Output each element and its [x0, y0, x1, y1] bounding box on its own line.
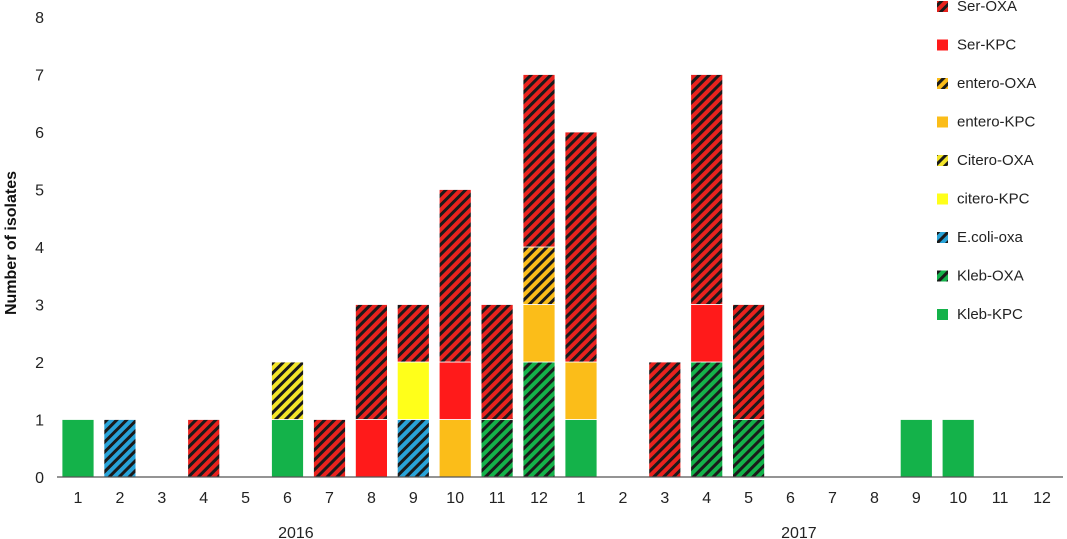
x-tick-label: 4: [199, 490, 208, 507]
x-tick-label: 3: [157, 490, 166, 507]
x-tick-label: 11: [489, 490, 506, 507]
bar-segment-kleb-oxa: [480, 419, 514, 478]
legend-label-kleb-kpc: Kleb-KPC: [957, 306, 1023, 323]
x-tick-label: 5: [241, 490, 250, 507]
legend-swatch-citero-oxa: [937, 155, 948, 166]
bar-segment-entero-kpc: [438, 419, 472, 478]
bar-segment-ser-oxa: [396, 304, 430, 363]
bar-segment-kleb-oxa: [732, 419, 765, 478]
legend-swatch-kleb-oxa: [937, 270, 948, 282]
bar-segment-ser-oxa: [187, 419, 221, 478]
x-tick-label: 2: [115, 490, 124, 507]
bar-segment-ser-kpc: [354, 419, 388, 478]
legend-label-ser-kpc: Ser-KPC: [957, 37, 1016, 54]
bar-segment-e-coli-oxa: [103, 419, 137, 478]
x-tick-label: 1: [74, 490, 83, 507]
legend-label-citero-kpc: citero-KPC: [957, 191, 1030, 208]
x-tick-label: 4: [702, 490, 711, 507]
bar-segment-ser-kpc: [438, 361, 472, 420]
x-tick-label: 8: [367, 490, 376, 507]
x-tick-label: 6: [786, 490, 795, 507]
x-tick-label: 10: [949, 490, 967, 507]
bar-segment-ser-oxa: [690, 74, 724, 305]
bar-segment-e-coli-oxa: [396, 419, 430, 478]
x-tick-label: 11: [992, 490, 1009, 507]
x-tick-label: 6: [283, 490, 292, 507]
y-tick-label: 5: [35, 183, 44, 200]
x-tick-label: 9: [912, 490, 921, 507]
x-tick-label: 5: [744, 490, 753, 507]
y-tick-label: 6: [35, 125, 44, 142]
bar-segment-kleb-kpc: [271, 419, 304, 478]
bar-segment-ser-oxa: [564, 131, 598, 363]
bar-segment-citero-kpc: [396, 361, 430, 420]
x-tick-label: 2: [618, 490, 627, 507]
legend-label-e-coli-oxa: E.coli-oxa: [957, 229, 1024, 246]
y-tick-label: 8: [35, 10, 44, 27]
x-tick-label: 10: [446, 490, 464, 507]
y-axis-label: Number of isolates: [3, 171, 20, 315]
legend-swatch-citero-kpc: [937, 193, 948, 205]
y-tick-label: 0: [35, 470, 44, 487]
bar-segment-kleb-oxa: [522, 361, 556, 478]
bar-segment-ser-oxa: [732, 304, 765, 420]
bar-segment-ser-kpc: [690, 304, 724, 363]
bar-segment-ser-oxa: [354, 304, 388, 420]
bar-segment-entero-kpc: [564, 361, 598, 420]
bar-segment-kleb-kpc: [899, 419, 933, 478]
bar-segment-kleb-kpc: [61, 419, 95, 478]
x-tick-label: 12: [530, 490, 548, 507]
y-tick-label: 4: [35, 240, 44, 257]
y-tick-label: 7: [35, 68, 44, 85]
legend-label-citero-oxa: Citero-OXA: [957, 152, 1034, 169]
legend-swatch-e-coli-oxa: [937, 232, 948, 243]
bar-segment-ser-oxa: [648, 361, 682, 478]
bar-segment-entero-kpc: [522, 304, 556, 363]
legend-swatch-entero-oxa: [937, 78, 948, 89]
x-tick-label: 1: [577, 490, 586, 507]
x-tick-label: 8: [870, 490, 879, 507]
legend-swatch-ser-oxa: [937, 1, 948, 12]
bar-segment-citero-oxa: [271, 361, 304, 420]
x-tick-label: 12: [1033, 490, 1051, 507]
x-tick-label: 3: [660, 490, 669, 507]
y-tick-label: 3: [35, 298, 44, 315]
legend-label-ser-oxa: Ser-OXA: [957, 0, 1017, 15]
y-tick-label: 1: [35, 413, 44, 430]
year-label: 2016: [278, 525, 314, 539]
bar-segment-ser-oxa: [480, 304, 514, 420]
legend-label-entero-oxa: entero-OXA: [957, 75, 1036, 92]
year-label: 2017: [781, 525, 817, 539]
bar-segment-kleb-oxa: [690, 361, 724, 478]
bar-segment-entero-oxa: [522, 246, 556, 305]
legend-swatch-ser-kpc: [937, 39, 948, 51]
legend-label-entero-kpc: entero-KPC: [957, 114, 1036, 131]
legend-label-kleb-oxa: Kleb-OXA: [957, 268, 1024, 285]
bar-segment-ser-oxa: [522, 74, 556, 248]
legend: 2016 2017 Ser-OXA Ser-KPC entero-OXA entero-K…: [278, 0, 1036, 539]
y-tick-label: 2: [35, 355, 44, 372]
bar-segment-ser-oxa: [438, 189, 472, 363]
bars-layer: [61, 74, 975, 478]
legend-swatch-entero-kpc: [937, 116, 948, 128]
bar-segment-ser-oxa: [313, 419, 346, 478]
bar-segment-kleb-kpc: [941, 419, 975, 478]
legend-swatch-kleb-kpc: [937, 309, 948, 320]
bar-segment-kleb-kpc: [564, 419, 598, 478]
x-tick-label: 9: [409, 490, 418, 507]
x-tick-label: 7: [828, 490, 837, 507]
x-tick-label: 7: [325, 490, 334, 507]
